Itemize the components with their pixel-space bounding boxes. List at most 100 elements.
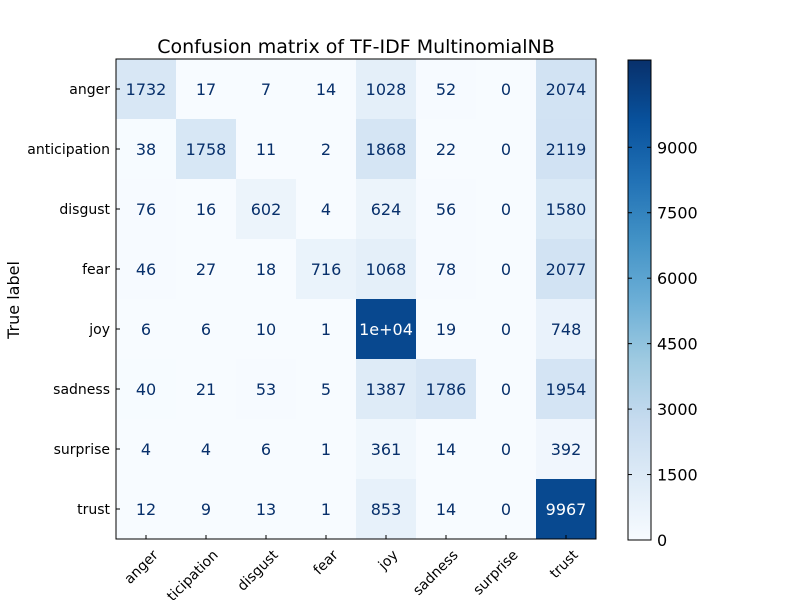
x-tick-labels: anger ticipation disgust fear joy sadness surp… — [122, 535, 582, 600]
heatmap-cell — [476, 299, 536, 359]
heatmap-cell — [296, 419, 356, 479]
heatmap-cell-value: 748 — [551, 320, 582, 339]
heatmap-cell — [476, 359, 536, 419]
heatmap-cell-value: 18 — [256, 260, 276, 279]
x-tick-label: surprise — [470, 547, 521, 598]
heatmap-cell-value: 392 — [551, 440, 582, 459]
heatmap-cell — [356, 59, 416, 119]
heatmap-cell-value: 2 — [321, 140, 331, 159]
heatmap-cell-value: 0 — [501, 260, 511, 279]
heatmap-cell — [416, 419, 476, 479]
heatmap-cell-value: 6 — [201, 320, 211, 339]
heatmap-cell-value: 9967 — [546, 500, 587, 519]
heatmap-cell — [236, 239, 296, 299]
heatmap-cell-value: 0 — [501, 500, 511, 519]
heatmap-cell-value: 19 — [436, 320, 456, 339]
y-tick-label: sadness — [53, 382, 110, 398]
heatmap-cell-value: 7 — [261, 80, 271, 99]
heatmap-cell-value: 1732 — [126, 80, 167, 99]
heatmap-cell-value: 78 — [436, 260, 456, 279]
heatmap-cell — [416, 179, 476, 239]
heatmap-cell-value: 1868 — [366, 140, 407, 159]
heatmap-cell — [536, 299, 596, 359]
colorbar — [627, 59, 652, 541]
heatmap-cell-value: 11 — [256, 140, 276, 159]
x-tick-label: sadness — [410, 547, 462, 599]
heatmap-cell — [536, 359, 596, 419]
heatmap-cell-value: 1954 — [546, 380, 587, 399]
heatmap-cell-value: 602 — [251, 200, 282, 219]
heatmap-cell — [356, 119, 416, 179]
heatmap-cell-value: 27 — [196, 260, 216, 279]
y-tick-label: fear — [82, 262, 110, 278]
heatmap-cell-value: 46 — [136, 260, 156, 279]
heatmap-cell — [536, 119, 596, 179]
heatmap-cell — [116, 239, 176, 299]
y-axis-label: True label — [4, 261, 23, 340]
heatmap-cell-value: 1 — [321, 440, 331, 459]
heatmap-cell — [536, 419, 596, 479]
heatmap-cell — [176, 299, 236, 359]
heatmap-cell — [416, 479, 476, 539]
heatmap-cell-value: 1758 — [186, 140, 227, 159]
heatmap-cell-value: 1 — [321, 500, 331, 519]
x-tick-label: ticipation — [164, 547, 221, 600]
heatmap-cell — [116, 419, 176, 479]
heatmap-cell — [296, 59, 356, 119]
y-tick-labels: anger anticipation disgust fear joy sadness su… — [27, 82, 120, 518]
heatmap-cell-value: 53 — [256, 380, 276, 399]
plot-frame — [115, 58, 597, 540]
heatmap-cell-value: 21 — [196, 380, 216, 399]
heatmap-cell — [536, 479, 596, 539]
heatmap-cell — [476, 119, 536, 179]
heatmap-cell-value: 1387 — [366, 380, 407, 399]
heatmap-cell — [236, 179, 296, 239]
heatmap-cell — [116, 119, 176, 179]
heatmap-cell — [116, 359, 176, 419]
colorbar-tick-label: 0 — [657, 531, 667, 550]
heatmap-cell-value: 853 — [371, 500, 402, 519]
heatmap-cell — [416, 119, 476, 179]
heatmap-cell — [356, 479, 416, 539]
heatmap-cell — [296, 479, 356, 539]
heatmap-cell — [176, 479, 236, 539]
heatmap-cell — [536, 59, 596, 119]
heatmap-cell — [476, 479, 536, 539]
heatmap-cell-value: 4 — [321, 200, 331, 219]
heatmap-cell-value: 1 — [321, 320, 331, 339]
heatmap-cell-value: 14 — [436, 440, 456, 459]
colorbar-ticks: 0 1500 3000 4500 6000 7500 9000 — [628, 138, 698, 550]
heatmap-cell — [116, 59, 176, 119]
heatmap-cell-value: 2074 — [546, 80, 587, 99]
heatmap-cell — [416, 59, 476, 119]
heatmap-cell — [296, 179, 356, 239]
x-tick-label: joy — [375, 547, 402, 574]
heatmap-cell-value: 16 — [196, 200, 216, 219]
heatmap-cell-value: 0 — [501, 80, 511, 99]
heatmap-cell-value: 6 — [141, 320, 151, 339]
heatmap-cell-value: 0 — [501, 320, 511, 339]
heatmap-cell — [356, 419, 416, 479]
colorbar-tick-label: 6000 — [657, 269, 698, 288]
x-tick-label: anger — [122, 547, 162, 587]
heatmap-cell-value: 716 — [311, 260, 342, 279]
heatmap-cell — [176, 179, 236, 239]
heatmap-cell-value: 13 — [256, 500, 276, 519]
colorbar-tick-label: 3000 — [657, 400, 698, 419]
heatmap-cell — [296, 299, 356, 359]
heatmap-cell-value: 12 — [136, 500, 156, 519]
heatmap-cell-value: 40 — [136, 380, 156, 399]
x-tick-label: disgust — [235, 547, 282, 594]
heatmap-cell — [176, 359, 236, 419]
heatmap-cell-value: 76 — [136, 200, 156, 219]
colorbar-tick-label: 1500 — [657, 466, 698, 485]
heatmap-cell — [296, 119, 356, 179]
heatmap-cell — [116, 179, 176, 239]
heatmap-cell-value: 0 — [501, 440, 511, 459]
heatmap-cell — [536, 179, 596, 239]
y-tick-label: anticipation — [27, 142, 110, 158]
x-tick-label: trust — [547, 547, 582, 582]
heatmap-cell-value: 52 — [436, 80, 456, 99]
colorbar-tick-label: 7500 — [657, 204, 698, 223]
